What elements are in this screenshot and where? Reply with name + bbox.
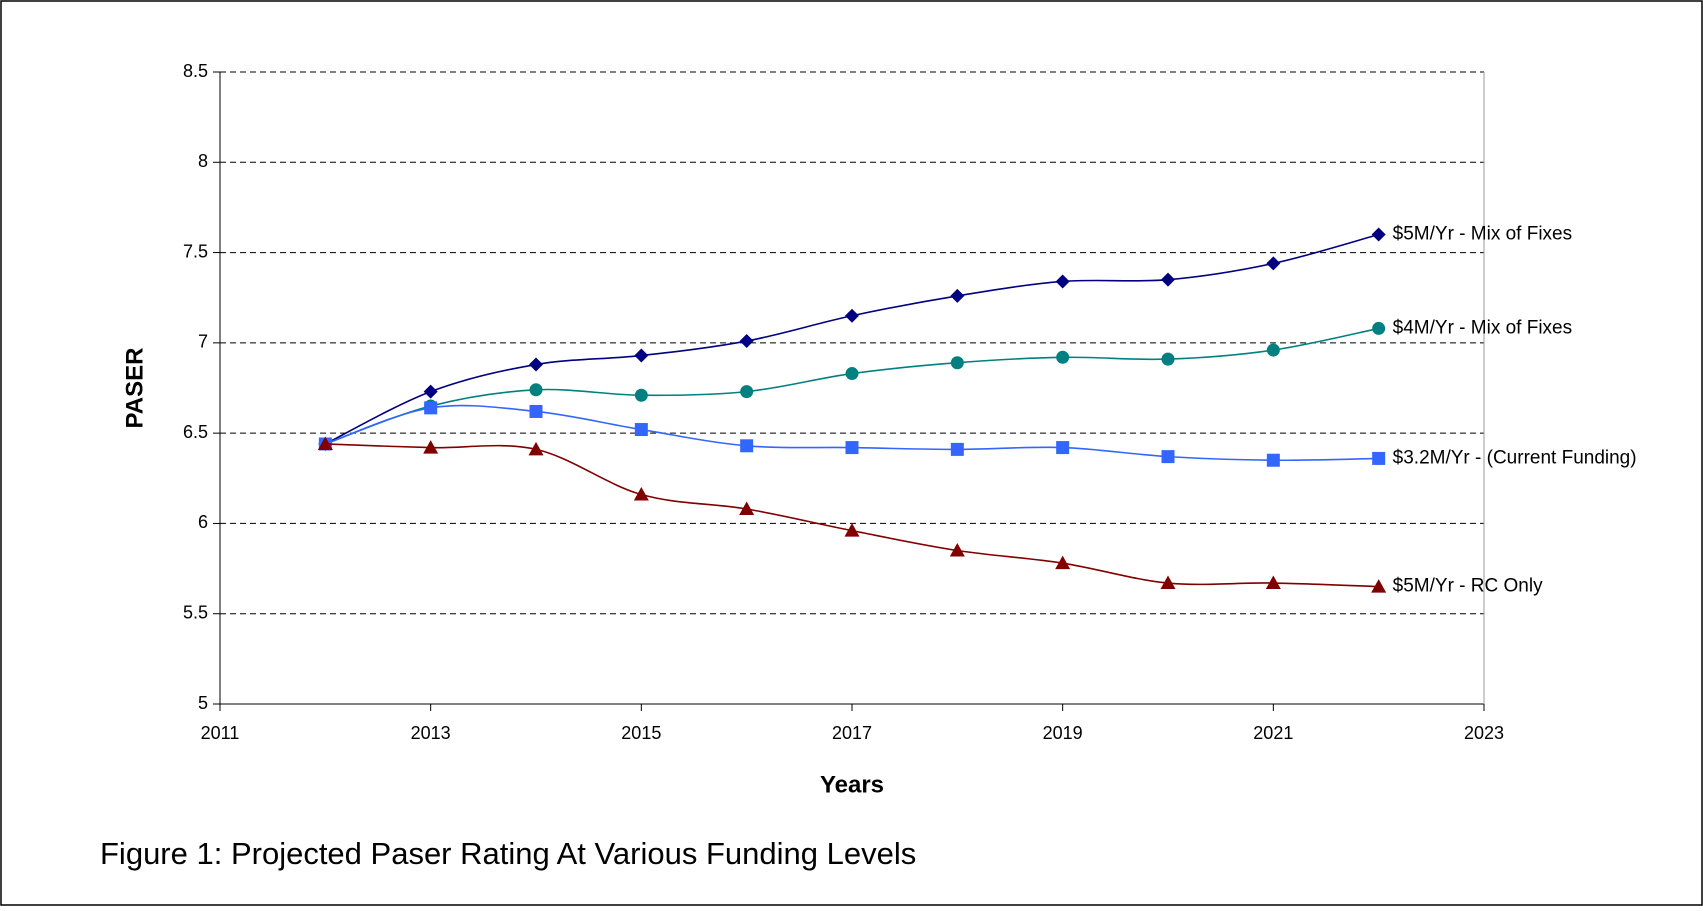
- point: [950, 288, 965, 303]
- series-label: $5M/Yr - Mix of Fixes: [1393, 224, 1572, 245]
- point: [1372, 451, 1386, 465]
- point: [1371, 227, 1386, 242]
- point: [423, 384, 438, 399]
- series-label: $4M/Yr - Mix of Fixes: [1393, 317, 1572, 338]
- point: [1266, 256, 1281, 271]
- point: [1266, 343, 1280, 357]
- series-label: $3.2M/Yr - (Current Funding): [1393, 447, 1637, 468]
- y-tick-label: 5.5: [183, 602, 208, 622]
- y-tick-label: 8.5: [183, 61, 208, 81]
- point: [633, 487, 649, 501]
- point: [529, 383, 543, 397]
- point: [739, 501, 755, 515]
- point: [1266, 453, 1280, 467]
- point: [1056, 350, 1070, 364]
- point: [845, 308, 859, 323]
- point: [1161, 450, 1175, 464]
- x-tick-label: 2011: [201, 723, 240, 743]
- point: [1055, 555, 1071, 570]
- point: [1160, 575, 1176, 590]
- point: [1056, 441, 1070, 455]
- y-tick-label: 8: [198, 151, 208, 171]
- point: [423, 440, 439, 454]
- point: [634, 423, 648, 437]
- point: [634, 348, 649, 363]
- point: [1372, 321, 1386, 335]
- point: [317, 436, 333, 450]
- point: [1161, 352, 1175, 366]
- point: [739, 334, 754, 349]
- point: [844, 523, 860, 537]
- x-tick-label: 2015: [621, 723, 661, 743]
- y-tick-label: 6: [198, 512, 208, 532]
- series-label: $5M/Yr - RC Only: [1393, 576, 1543, 597]
- point: [950, 356, 964, 370]
- point: [1055, 274, 1070, 289]
- y-tick-label: 5: [198, 693, 208, 713]
- point: [950, 442, 964, 456]
- y-axis-title: PASER: [121, 348, 148, 429]
- point: [845, 441, 859, 455]
- x-tick-label: 2017: [832, 723, 872, 743]
- x-tick-label: 2019: [1043, 723, 1083, 743]
- point: [740, 385, 754, 399]
- point: [1161, 272, 1175, 287]
- y-tick-label: 7: [198, 332, 208, 352]
- point: [740, 439, 754, 453]
- point: [949, 543, 965, 557]
- point: [1265, 575, 1281, 590]
- x-tick-label: 2021: [1253, 723, 1293, 743]
- point: [529, 404, 543, 418]
- point: [424, 401, 438, 415]
- x-axis-title: Years: [820, 771, 884, 798]
- x-tick-label: 2013: [411, 723, 451, 743]
- point: [1371, 579, 1387, 593]
- y-tick-label: 7.5: [183, 241, 208, 261]
- point: [845, 367, 859, 381]
- point: [528, 441, 544, 456]
- caption: Figure 1: Projected Paser Rating At Vari…: [100, 836, 916, 871]
- y-tick-label: 6.5: [183, 422, 208, 442]
- point: [529, 357, 543, 372]
- x-tick-label: 2023: [1464, 723, 1504, 743]
- point: [634, 388, 648, 402]
